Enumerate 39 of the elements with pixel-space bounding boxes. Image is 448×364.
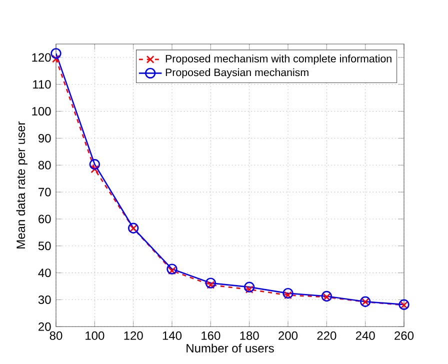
point bbox=[205, 278, 216, 288]
y-tick-label: 110 bbox=[33, 80, 51, 89]
point bbox=[90, 165, 99, 174]
point bbox=[282, 288, 294, 299]
y-tick-label: 120 bbox=[32, 53, 51, 62]
point bbox=[284, 291, 292, 300]
y-tick-label: 70 bbox=[38, 188, 51, 196]
x-tick-label: 220 bbox=[317, 331, 336, 340]
y-tick-label: 60 bbox=[38, 214, 51, 224]
y-tick-label: 50 bbox=[38, 242, 51, 250]
point bbox=[321, 290, 332, 302]
point bbox=[245, 286, 254, 294]
y-tick-label: 40 bbox=[38, 268, 51, 278]
x-axis-title: Number of users bbox=[186, 344, 274, 353]
x-tick-label: 80 bbox=[50, 331, 62, 340]
point bbox=[50, 48, 62, 59]
point bbox=[166, 264, 178, 274]
point bbox=[168, 266, 176, 275]
x-tick-label: 100 bbox=[86, 331, 104, 340]
y-tick-label: 90 bbox=[38, 134, 51, 142]
point bbox=[52, 54, 60, 63]
x-tick-label: 140 bbox=[162, 331, 182, 340]
legend-label: Proposed mechanism with complete information bbox=[166, 54, 392, 65]
point bbox=[89, 159, 100, 170]
x-tick-label: 240 bbox=[356, 331, 375, 340]
y-tick-label: 30 bbox=[38, 295, 51, 304]
point bbox=[244, 282, 255, 292]
legend-label: Proposed Baysian mechanism bbox=[166, 68, 308, 78]
y-axis-title: Mean data rate per user bbox=[16, 122, 28, 248]
x-tick-label: 200 bbox=[278, 331, 298, 340]
x-tick-label: 120 bbox=[124, 331, 143, 340]
y-tick-label: 20 bbox=[38, 322, 51, 331]
point bbox=[322, 293, 331, 302]
x-tick-label: 260 bbox=[394, 331, 414, 340]
point bbox=[206, 280, 215, 289]
x-tick-label: 160 bbox=[202, 331, 220, 340]
y-tick-label: 80 bbox=[38, 160, 51, 170]
x-tick-label: 180 bbox=[240, 331, 259, 340]
y-tick-label: 100 bbox=[32, 107, 51, 116]
